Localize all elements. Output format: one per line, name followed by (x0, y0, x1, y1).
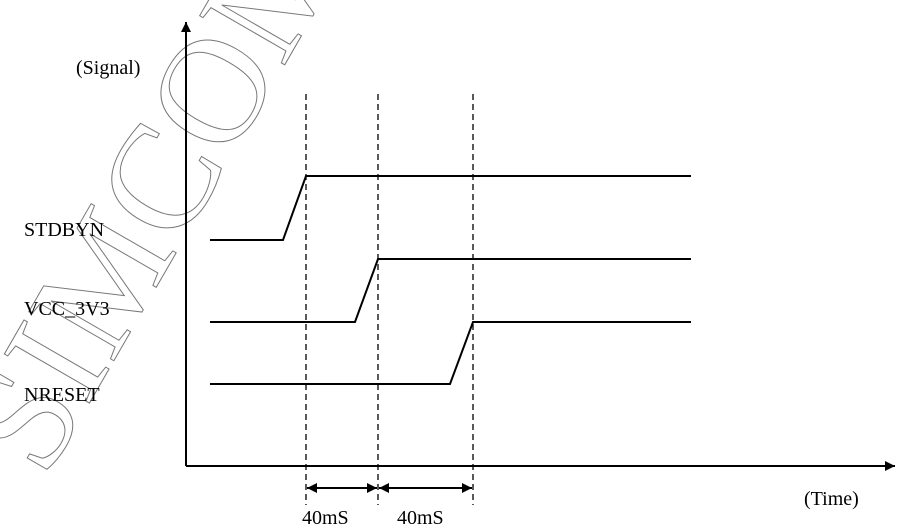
signal-label-vcc-3v3: VCC_3V3 (24, 298, 110, 320)
waveform-nreset (210, 321, 691, 385)
waveform-stdbyn (210, 175, 691, 241)
signal-label-stdbyn: STDBYN (24, 219, 104, 241)
timing-markers (305, 94, 474, 505)
waveforms (210, 175, 691, 385)
interval-label-1: 40mS (302, 507, 349, 529)
waveform-vcc-3v3 (210, 258, 691, 323)
y-axis-label: (Signal) (76, 57, 140, 79)
interval-label-2: 40mS (397, 507, 444, 529)
axes (181, 22, 895, 471)
signal-label-nreset: NRESET (24, 384, 100, 406)
x-axis-label: (Time) (804, 488, 859, 510)
